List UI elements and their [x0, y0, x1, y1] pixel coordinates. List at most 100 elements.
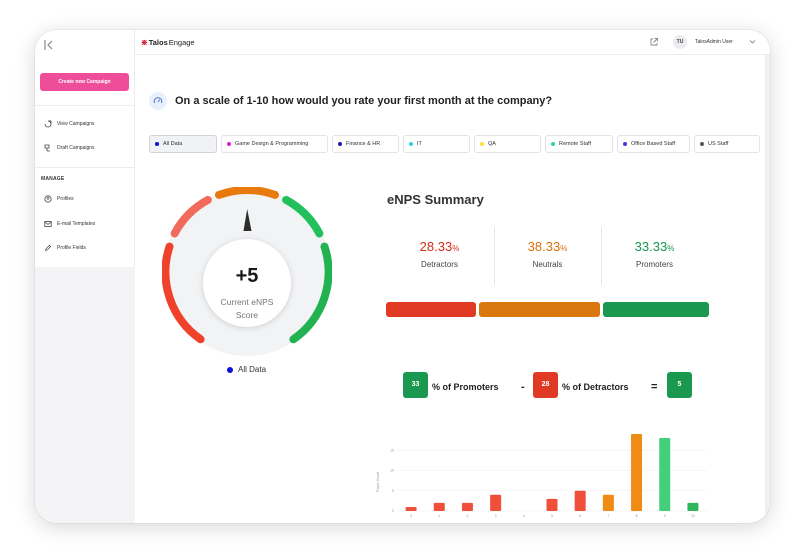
chart-ytick-label: 5: [392, 489, 394, 493]
chart-xtick-label: 7: [607, 514, 609, 518]
sidebar: Create new Campaign View Campaigns Draft…: [35, 30, 135, 523]
sidebar-item-profiles[interactable]: Profiles: [44, 193, 74, 205]
stat-label: Promoters: [636, 260, 673, 269]
gauge-needle-icon: [243, 209, 252, 231]
formula-detractors-label: % of Detractors: [562, 382, 629, 392]
stat-number: 33.33: [634, 239, 668, 254]
filter-label: Game Design & Programming: [235, 141, 309, 147]
filter-label: All Data: [163, 141, 183, 147]
stat-detractors: 28.33% Detractors: [386, 239, 493, 269]
chart-ytick-label: 10: [390, 469, 394, 473]
filter-chip-game-design[interactable]: Game Design & Programming: [221, 135, 328, 153]
sidebar-item-label: Profiles: [57, 196, 74, 202]
chart-xtick-label: 6: [579, 514, 581, 518]
filter-chip-us-staff[interactable]: US Staff: [694, 135, 760, 153]
gauge-arc-orange: [215, 187, 279, 199]
filter-chip-qa[interactable]: QA: [474, 135, 541, 153]
chart-xtick-label: 3: [495, 514, 497, 518]
filter-label: IT: [417, 141, 422, 147]
legend-dot: [227, 366, 233, 373]
color-dot: [409, 142, 413, 146]
chevron-down-icon[interactable]: [749, 39, 756, 45]
stat-divider: [494, 227, 495, 285]
stat-pct: %: [560, 244, 568, 253]
gauge-icon: [153, 97, 163, 104]
bar-neutrals: [479, 302, 600, 317]
draft-icon: [44, 144, 50, 152]
score-distribution-chart: Player Count 0 5 10 15 0 1 2 3 4 5 6 7 8 9 10: [376, 434, 707, 518]
filter-label: US Staff: [708, 141, 729, 147]
filter-chip-office-based-staff[interactable]: Office Based Staff: [617, 135, 690, 153]
sidebar-section-manage: MANAGE: [41, 176, 65, 182]
app-logo: ⋇ Talos Engage: [141, 38, 195, 47]
top-header: ⋇ Talos Engage TU TalosAdmin User: [135, 30, 770, 55]
stat-neutrals: 38.33% Neutrals: [494, 239, 601, 269]
summary-title: eNPS Summary: [387, 192, 484, 207]
chart-ytick-label: 0: [392, 509, 394, 513]
color-dot: [227, 142, 231, 146]
formula-minus: -: [521, 381, 525, 393]
stat-label: Detractors: [421, 260, 458, 269]
create-campaign-button[interactable]: Create new Campaign: [40, 73, 129, 91]
formula-detractors-box: 28: [533, 372, 558, 398]
stat-number: 38.33: [527, 239, 561, 254]
filter-chip-finance-hr[interactable]: Finance & HR: [332, 135, 399, 153]
chart-xtick-label: 1: [438, 514, 440, 518]
enps-score-label-1: Current eNPS: [221, 297, 274, 307]
chart-xtick-label: 2: [466, 514, 468, 518]
bar-promoters: [603, 302, 709, 317]
filter-chip-all-data[interactable]: All Data: [149, 135, 217, 153]
chart-bar: [490, 494, 502, 511]
sidebar-panel: Create new Campaign View Campaigns Draft…: [35, 30, 135, 267]
filter-chip-it[interactable]: IT: [403, 135, 470, 153]
sidebar-item-email-templates[interactable]: E-mail Templates: [44, 218, 95, 230]
chart-xtick-label: 10: [691, 514, 695, 518]
stat-value: 38.33%: [494, 239, 601, 254]
stat-pct: %: [667, 244, 675, 253]
stat-promoters: 33.33% Promoters: [601, 239, 708, 269]
formula-equals: =: [651, 381, 658, 393]
formula-result-box: 5: [667, 372, 692, 398]
filter-label: QA: [488, 141, 496, 147]
logo-mark-icon: ⋇: [141, 38, 148, 47]
enps-gauge: +5 Current eNPS Score: [162, 187, 332, 356]
app-window: Create new Campaign View Campaigns Draft…: [35, 30, 770, 523]
gauge-legend-label: All Data: [238, 365, 267, 374]
stat-value: 33.33%: [601, 239, 708, 254]
chart-bar: [546, 498, 558, 511]
stat-label: Neutrals: [532, 260, 563, 269]
sidebar-item-draft-campaigns[interactable]: Draft Campaigns: [44, 142, 95, 154]
sidebar-item-label: Draft Campaigns: [57, 145, 95, 151]
chart-bar: [602, 494, 614, 511]
chart-xtick-label: 0: [410, 514, 412, 518]
question-icon-badge: [149, 92, 167, 110]
chart-bar: [659, 438, 671, 511]
color-dot: [551, 142, 555, 146]
main-content: On a scale of 1-10 how would you rate yo…: [135, 55, 770, 523]
enps-score-label-2: Score: [236, 310, 258, 320]
color-dot: [480, 142, 484, 146]
user-name[interactable]: TalosAdmin User: [695, 39, 733, 45]
gauge-center: [203, 239, 291, 327]
sidebar-item-label: E-mail Templates: [57, 221, 96, 227]
scrollbar[interactable]: [765, 55, 770, 523]
sidebar-item-profile-fields[interactable]: Profile Fields: [44, 242, 86, 254]
collapse-left-icon[interactable]: [43, 38, 55, 52]
external-link-icon[interactable]: [649, 37, 659, 47]
profile-icon: [44, 195, 52, 203]
filter-label: Remote Staff: [559, 141, 591, 147]
filter-chip-remote-staff[interactable]: Remote Staff: [545, 135, 613, 153]
filter-label: Finance & HR: [346, 141, 381, 147]
chart-ylabel: Player Count: [376, 472, 380, 492]
chart-bar: [433, 502, 445, 511]
chart-xtick-label: 5: [551, 514, 553, 518]
gauge-arc-light-green: [282, 195, 324, 238]
sidebar-item-view-campaigns[interactable]: View Campaigns: [44, 118, 94, 130]
enps-score: +5: [236, 265, 259, 287]
pencil-icon: [44, 244, 52, 252]
avatar[interactable]: TU: [673, 35, 687, 49]
bar-detractors: [386, 302, 476, 317]
logo-text-talos: Talos: [148, 38, 168, 47]
chart-bar: [405, 506, 417, 511]
sidebar-item-label: View Campaigns: [57, 121, 95, 127]
